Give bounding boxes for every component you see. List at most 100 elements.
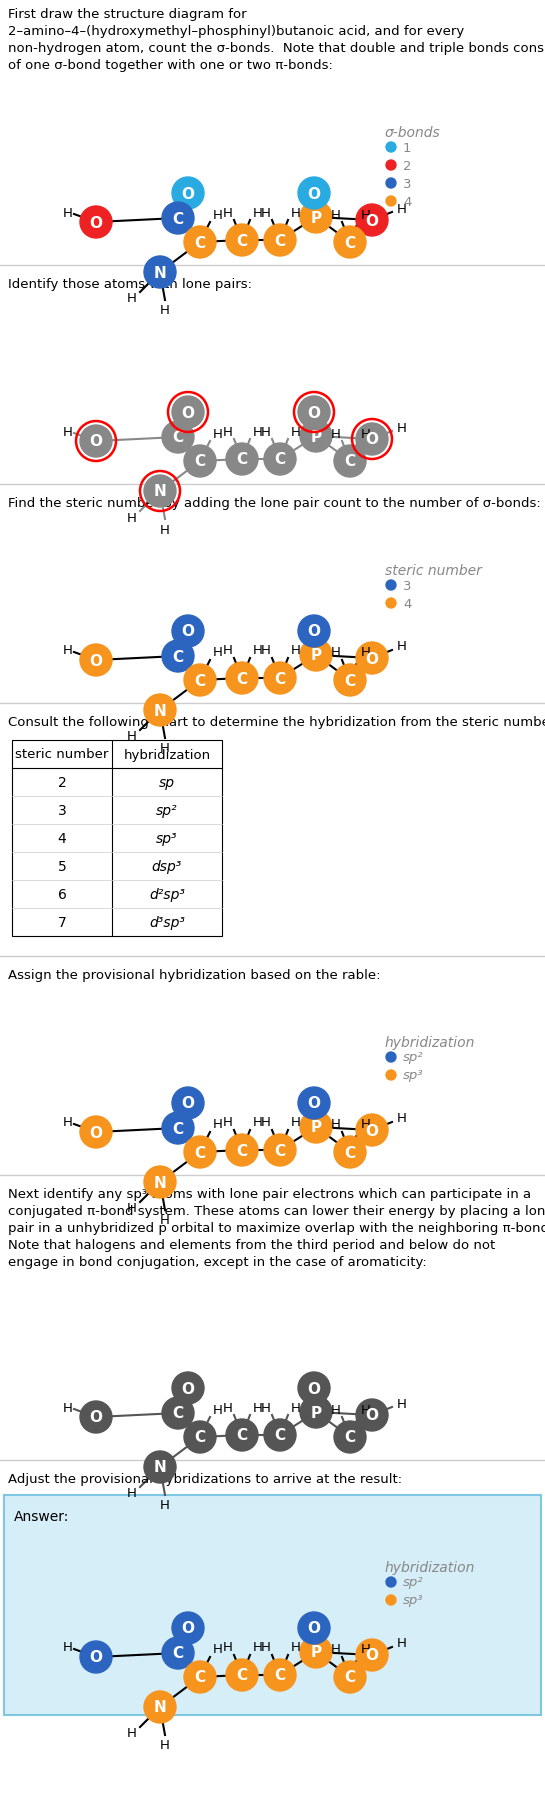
- Circle shape: [386, 1070, 396, 1081]
- Text: C: C: [344, 1144, 355, 1161]
- Circle shape: [386, 581, 396, 590]
- Text: Answer:: Answer:: [14, 1509, 69, 1523]
- Text: H: H: [331, 1402, 341, 1415]
- Text: Consult the following chart to determine the hybridization from the steric numbe: Consult the following chart to determine…: [8, 715, 545, 729]
- Circle shape: [386, 197, 396, 208]
- Text: 3: 3: [403, 579, 411, 592]
- Text: sp: sp: [159, 776, 175, 789]
- Circle shape: [80, 644, 112, 677]
- Circle shape: [300, 202, 332, 235]
- Circle shape: [184, 1661, 216, 1693]
- Text: Adjust the provisional hybridizations to arrive at the result:: Adjust the provisional hybridizations to…: [8, 1473, 402, 1486]
- Text: O: O: [89, 1410, 102, 1424]
- Text: sp³: sp³: [156, 832, 178, 845]
- Text: H: H: [63, 1641, 73, 1653]
- Text: O: O: [181, 1381, 195, 1395]
- Text: Next identify any sp³ atoms with lone pair electrons which can participate in a: Next identify any sp³ atoms with lone pa…: [8, 1188, 531, 1200]
- Text: P: P: [311, 211, 322, 226]
- Circle shape: [356, 424, 388, 455]
- Circle shape: [264, 662, 296, 695]
- Text: O: O: [89, 215, 102, 231]
- Text: C: C: [195, 235, 205, 251]
- Text: O: O: [89, 1650, 102, 1664]
- Text: H: H: [127, 1727, 137, 1740]
- Text: C: C: [344, 455, 355, 469]
- Text: sp²: sp²: [403, 1051, 423, 1063]
- Circle shape: [144, 477, 176, 507]
- Text: d³sp³: d³sp³: [149, 915, 185, 930]
- Text: H: H: [253, 1641, 263, 1653]
- Text: H: H: [291, 644, 301, 657]
- Circle shape: [386, 179, 396, 190]
- Text: 1: 1: [403, 141, 411, 155]
- Circle shape: [80, 1641, 112, 1673]
- Text: C: C: [275, 453, 286, 467]
- Text: 2: 2: [58, 776, 66, 789]
- Text: C: C: [172, 211, 184, 226]
- Text: P: P: [311, 1119, 322, 1135]
- Text: H: H: [361, 1402, 371, 1415]
- Circle shape: [144, 1166, 176, 1199]
- Circle shape: [300, 1397, 332, 1428]
- Text: O: O: [366, 1408, 378, 1422]
- Circle shape: [144, 1451, 176, 1484]
- Text: H: H: [160, 523, 170, 536]
- Text: non-hydrogen atom, count the σ-bonds.  Note that double and triple bonds consist: non-hydrogen atom, count the σ-bonds. No…: [8, 42, 545, 54]
- Circle shape: [298, 1612, 330, 1644]
- Circle shape: [162, 202, 194, 235]
- Text: H: H: [397, 1637, 407, 1650]
- Text: sp³: sp³: [403, 1069, 423, 1081]
- Text: H: H: [291, 206, 301, 220]
- Circle shape: [386, 1052, 396, 1063]
- Text: O: O: [181, 186, 195, 202]
- Text: H: H: [127, 1202, 137, 1215]
- Text: 4: 4: [403, 597, 411, 610]
- Circle shape: [162, 1112, 194, 1144]
- Text: 4: 4: [58, 832, 66, 845]
- Text: First draw the structure diagram for: First draw the structure diagram for: [8, 7, 247, 22]
- Circle shape: [226, 1419, 258, 1451]
- Text: C: C: [237, 453, 247, 467]
- Text: O: O: [307, 186, 320, 202]
- Circle shape: [300, 639, 332, 671]
- Circle shape: [356, 206, 388, 236]
- Text: C: C: [275, 1428, 286, 1442]
- Circle shape: [334, 664, 366, 697]
- Circle shape: [80, 208, 112, 238]
- Text: O: O: [366, 1123, 378, 1137]
- Text: 6: 6: [58, 888, 66, 901]
- Text: C: C: [172, 1121, 184, 1135]
- Circle shape: [386, 599, 396, 608]
- Text: H: H: [127, 1487, 137, 1500]
- Text: of one σ-bond together with one or two π-bonds:: of one σ-bond together with one or two π…: [8, 60, 333, 72]
- Text: H: H: [361, 428, 371, 440]
- Text: 3: 3: [58, 803, 66, 818]
- Text: C: C: [195, 1144, 205, 1161]
- Text: H: H: [291, 1115, 301, 1128]
- Text: H: H: [160, 742, 170, 754]
- Circle shape: [184, 446, 216, 478]
- Circle shape: [144, 1691, 176, 1724]
- Circle shape: [80, 1401, 112, 1433]
- Text: H: H: [261, 644, 271, 657]
- Circle shape: [226, 1134, 258, 1166]
- Text: H: H: [331, 646, 341, 659]
- Text: C: C: [344, 673, 355, 688]
- Text: C: C: [237, 1428, 247, 1442]
- Text: hybridization: hybridization: [385, 1036, 475, 1049]
- Circle shape: [298, 616, 330, 648]
- Circle shape: [172, 1372, 204, 1404]
- Text: C: C: [237, 1143, 247, 1157]
- Text: 3: 3: [403, 177, 411, 190]
- Text: sp²: sp²: [403, 1576, 423, 1588]
- Circle shape: [264, 1419, 296, 1451]
- Circle shape: [298, 1087, 330, 1119]
- Circle shape: [300, 1112, 332, 1143]
- Text: C: C: [172, 430, 184, 446]
- Text: H: H: [261, 206, 271, 220]
- Text: H: H: [213, 208, 223, 222]
- Text: H: H: [63, 1401, 73, 1413]
- Circle shape: [356, 1639, 388, 1671]
- Circle shape: [356, 1114, 388, 1146]
- Circle shape: [144, 695, 176, 727]
